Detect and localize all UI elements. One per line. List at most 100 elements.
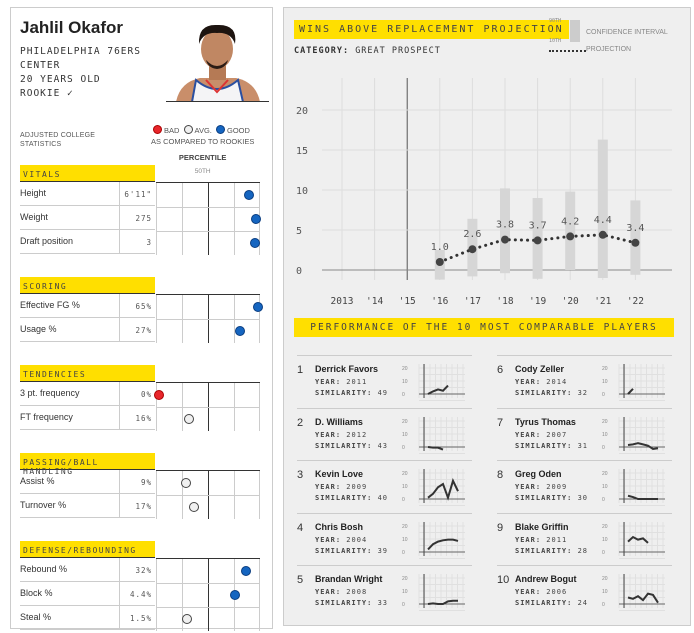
stat-label: Assist % xyxy=(20,476,55,486)
stat-row: Steal % 1.5% xyxy=(20,606,155,630)
player-rank: 10 xyxy=(497,574,510,586)
mini-war-chart: 0 10 20 xyxy=(402,521,465,559)
comparable-player[interactable]: 3 Kevin Love YEAR: 2009 SIMILARITY: 40 0 10 20 xyxy=(297,460,472,512)
divider xyxy=(119,182,120,206)
player-name[interactable]: Derrick Favors xyxy=(315,364,379,374)
player-name[interactable]: Kevin Love xyxy=(315,469,364,479)
player-war-line xyxy=(627,494,658,500)
comparable-player[interactable]: 6 Cody Zeller YEAR: 2014 SIMILARITY: 32 0 10 2… xyxy=(497,355,672,407)
y-tick-label: 0 xyxy=(296,266,302,277)
percentile-grid xyxy=(156,182,261,255)
player-year: YEAR: 2009 xyxy=(515,483,567,491)
grid-line xyxy=(156,231,260,232)
category-label: CATEGORY: xyxy=(294,46,350,56)
mini-axis-label: 20 xyxy=(602,471,608,477)
data-label: 4.4 xyxy=(594,215,612,226)
divider xyxy=(119,406,120,430)
median-line xyxy=(208,559,209,631)
legend-avg: AVG. xyxy=(194,126,212,135)
mini-axis-label: 20 xyxy=(602,419,608,425)
player-similarity: SIMILARITY: 39 xyxy=(315,547,388,555)
comparable-player[interactable]: 5 Brandan Wright YEAR: 2008 SIMILARITY: 33 0… xyxy=(297,565,472,617)
avg-dot-icon xyxy=(183,125,193,134)
player-war-line xyxy=(427,384,449,395)
player-war-line xyxy=(627,388,634,395)
comparable-player[interactable]: 4 Chris Bosh YEAR: 2004 SIMILARITY: 39 0 10 20 xyxy=(297,512,472,565)
projection-panel: WINS ABOVE REPLACEMENT PROJECTION CATEGO… xyxy=(283,7,691,626)
projection-point xyxy=(631,238,640,247)
stat-value: 27% xyxy=(135,326,152,335)
player-similarity: SIMILARITY: 33 xyxy=(315,599,388,607)
year-label: YEAR: xyxy=(515,535,542,544)
stat-value: 9% xyxy=(140,478,152,487)
y-tick-label: 15 xyxy=(296,146,308,157)
player-year: YEAR: 2006 xyxy=(515,588,567,596)
confidence-interval-bar xyxy=(630,200,641,275)
comparables-title: PERFORMANCE OF THE 10 MOST COMPARABLE PL… xyxy=(294,318,674,337)
player-year: YEAR: 2012 xyxy=(315,431,367,439)
player-similarity: SIMILARITY: 32 xyxy=(515,389,588,397)
percentile-dot-good xyxy=(243,190,254,200)
stats-intro: ADJUSTED COLLEGE STATISTICS xyxy=(20,132,96,148)
mini-axis-label: 0 xyxy=(402,550,405,556)
comparable-player[interactable]: 1 Derrick Favors YEAR: 2011 SIMILARITY: 49 0… xyxy=(297,355,472,407)
year-value: 2008 xyxy=(346,588,368,596)
player-similarity: SIMILARITY: 30 xyxy=(515,494,588,502)
y-tick-label: 5 xyxy=(296,226,302,237)
projection-point xyxy=(435,258,444,266)
grid-line xyxy=(156,207,260,208)
year-label: YEAR: xyxy=(315,588,342,596)
stat-row: Rebound % 32% xyxy=(20,558,155,582)
similarity-label: SIMILARITY: xyxy=(515,494,573,502)
comparable-player[interactable]: 10 Andrew Bogut YEAR: 2006 SIMILARITY: 24 0 1… xyxy=(497,565,672,617)
similarity-value: 33 xyxy=(377,599,389,607)
stat-label: Weight xyxy=(20,212,48,222)
player-name[interactable]: Chris Bosh xyxy=(315,521,364,532)
year-value: 2012 xyxy=(346,430,368,439)
fiftieth-label: 50TH xyxy=(194,168,211,175)
mini-axis-label: 10 xyxy=(402,432,408,438)
player-name[interactable]: Andrew Bogut xyxy=(515,574,577,584)
comparable-player[interactable]: 8 Greg Oden YEAR: 2009 SIMILARITY: 30 0 10 20 xyxy=(497,460,672,512)
divider xyxy=(119,558,120,582)
player-name[interactable]: Greg Oden xyxy=(515,469,562,479)
mini-war-chart: 0 10 20 xyxy=(402,416,465,454)
data-label: 3.4 xyxy=(626,223,644,234)
comparable-player[interactable]: 9 Blake Griffin YEAR: 2011 SIMILARITY: 28 0 1… xyxy=(497,512,672,565)
comparable-player[interactable]: 7 Tyrus Thomas YEAR: 2007 SIMILARITY: 31 0 10… xyxy=(497,407,672,460)
year-value: 2011 xyxy=(546,535,568,544)
projection-point xyxy=(533,236,542,245)
player-war-line xyxy=(427,599,458,605)
percentile-dot-avg xyxy=(184,414,195,424)
player-war-line xyxy=(427,478,459,501)
year-value: 2009 xyxy=(546,483,568,491)
year-value: 2006 xyxy=(546,588,568,596)
comparable-player[interactable]: 2 D. Williams YEAR: 2012 SIMILARITY: 43 0 10 2… xyxy=(297,407,472,460)
mini-axis-label: 20 xyxy=(402,366,408,372)
mini-axis-label: 10 xyxy=(602,484,608,490)
player-rank: 2 xyxy=(297,416,304,429)
player-name[interactable]: Cody Zeller xyxy=(515,364,565,374)
projection-line-icon xyxy=(549,50,586,52)
x-tick-label: '15 xyxy=(399,296,416,307)
similarity-value: 43 xyxy=(377,441,389,450)
mini-axis-label: 20 xyxy=(402,524,408,530)
player-name[interactable]: Brandan Wright xyxy=(315,574,383,584)
player-name[interactable]: Blake Griffin xyxy=(515,521,569,532)
player-similarity: SIMILARITY: 24 xyxy=(515,599,588,607)
x-tick-label: '20 xyxy=(562,296,579,307)
mini-axis-label: 0 xyxy=(402,602,405,608)
player-name[interactable]: D. Williams xyxy=(315,416,363,427)
similarity-value: 24 xyxy=(577,599,589,607)
divider xyxy=(119,582,120,606)
mini-axis-label: 0 xyxy=(602,602,605,608)
stat-row: Assist % 9% xyxy=(20,470,155,494)
stat-value: 4.4% xyxy=(129,590,152,599)
divider xyxy=(119,382,120,406)
stat-label: Usage % xyxy=(20,324,57,334)
section-header: TENDENCIES xyxy=(20,365,155,382)
player-name[interactable]: Tyrus Thomas xyxy=(515,416,576,427)
mini-war-chart: 0 10 20 xyxy=(402,469,465,506)
y-tick-label: 20 xyxy=(296,106,308,117)
similarity-label: SIMILARITY: xyxy=(315,546,373,555)
